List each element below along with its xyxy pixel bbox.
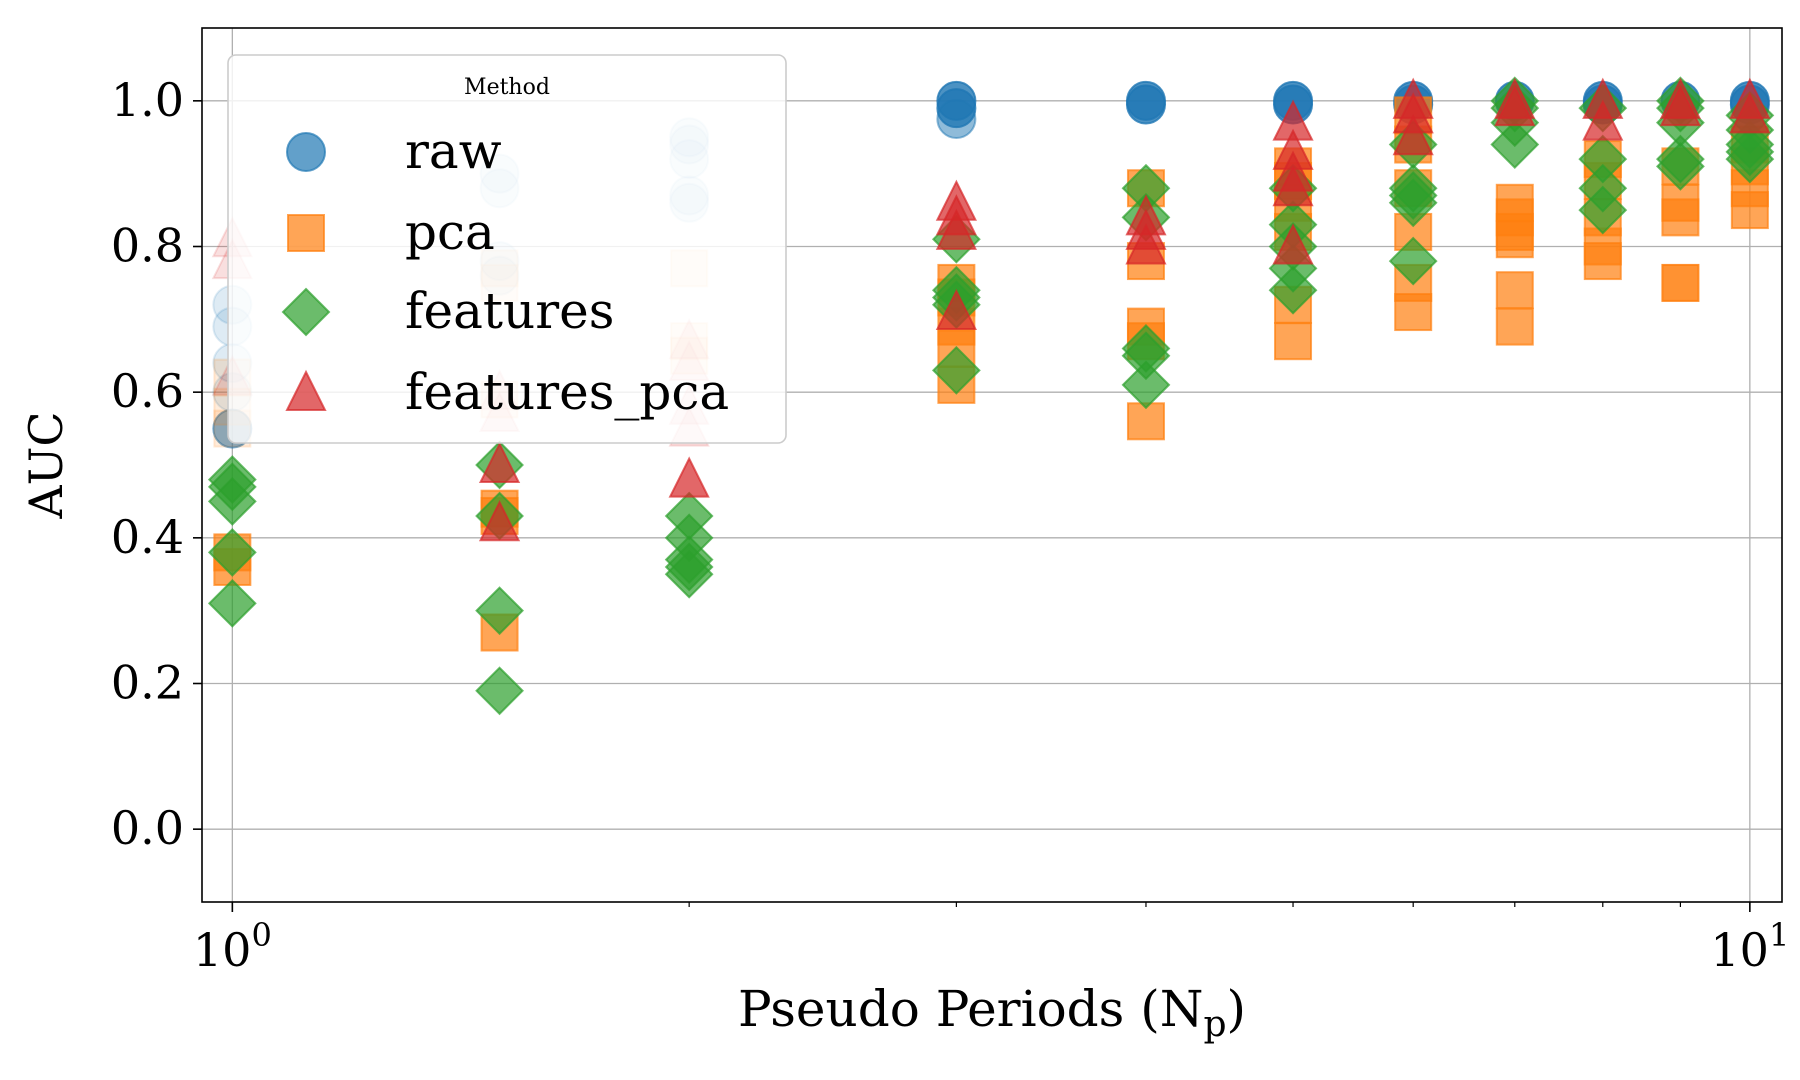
y-tick-label: 0.2 <box>111 656 184 710</box>
features-pca-point <box>1272 223 1314 265</box>
legend-label: features_pca <box>405 363 729 421</box>
axis-ticks: 0.0 0.2 0.4 0.6 0.8 1.0 100 101 <box>111 73 1789 977</box>
y-tick-label: 0.6 <box>111 364 184 418</box>
features-point <box>207 578 257 628</box>
features-point <box>1578 185 1628 235</box>
legend-entry: features_pca <box>285 363 729 421</box>
features-pca-point <box>478 500 521 542</box>
pca-point <box>1495 307 1534 346</box>
features-point <box>475 666 524 716</box>
features-point <box>1388 178 1438 228</box>
features-point <box>931 345 981 395</box>
features-pca-point <box>1272 164 1314 207</box>
legend-diamond-icon <box>281 287 331 337</box>
y-tick-label: 0.4 <box>111 510 184 564</box>
features-pca-point <box>935 208 977 250</box>
legend-triangle-icon <box>285 369 327 411</box>
features-pca-point <box>1659 84 1702 127</box>
y-tick-label: 0.0 <box>111 801 184 855</box>
features-pca-point <box>935 288 977 331</box>
x-axis-title-main: Pseudo Periods (N <box>738 980 1204 1038</box>
legend-circle-icon <box>286 132 326 172</box>
y-tick-label: 1.0 <box>111 73 184 127</box>
pca-point <box>1495 220 1534 259</box>
features-pca-point <box>1392 114 1434 156</box>
features-pca-point <box>668 456 710 498</box>
raw-point <box>936 99 977 140</box>
features-pca-point <box>478 441 521 483</box>
pca-point <box>1274 322 1313 361</box>
pca-point <box>1661 198 1700 237</box>
x-tick-label: 100 <box>193 916 272 977</box>
legend-entry: pca <box>287 203 495 261</box>
pca-point <box>1495 271 1534 310</box>
pca-point <box>1730 191 1769 230</box>
pca-point <box>1583 242 1622 281</box>
x-tick-label: 101 <box>1710 916 1789 977</box>
legend-label: features <box>405 282 614 340</box>
legend-frame <box>227 54 787 444</box>
legend-label: raw <box>405 122 502 180</box>
features-point <box>1388 236 1438 286</box>
features-pca-point <box>1729 92 1771 134</box>
legend-entry: raw <box>286 122 502 180</box>
x-axis-title-close: ) <box>1227 980 1247 1038</box>
features-pca-point <box>1125 223 1167 265</box>
features-pca-point <box>1494 84 1536 127</box>
pca-point <box>1661 263 1700 302</box>
features-point <box>1490 120 1540 169</box>
raw-point <box>1125 84 1166 125</box>
features-pca-point <box>1582 99 1624 141</box>
features-point <box>664 549 714 599</box>
legend-label: pca <box>405 203 495 261</box>
features-point <box>1725 134 1775 184</box>
features-point <box>207 477 257 526</box>
plot-frame <box>201 27 1783 903</box>
features-point <box>207 527 257 577</box>
y-axis-title: AUC <box>19 411 73 519</box>
features-point <box>1121 360 1171 410</box>
legend-entry: features <box>281 282 614 340</box>
features-point <box>475 586 524 636</box>
legend-title: Method <box>464 75 550 100</box>
legend-square-icon <box>287 214 325 252</box>
x-axis-title: Pseudo Periods (Np) <box>738 980 1246 1045</box>
pca-point <box>1394 293 1433 332</box>
x-axis-title-subscript: p <box>1204 1004 1227 1045</box>
features-point <box>1268 265 1318 315</box>
y-tick-label: 0.8 <box>111 219 184 273</box>
features-point <box>1655 141 1705 191</box>
legend: Method raw pca features features_pca <box>227 54 787 444</box>
